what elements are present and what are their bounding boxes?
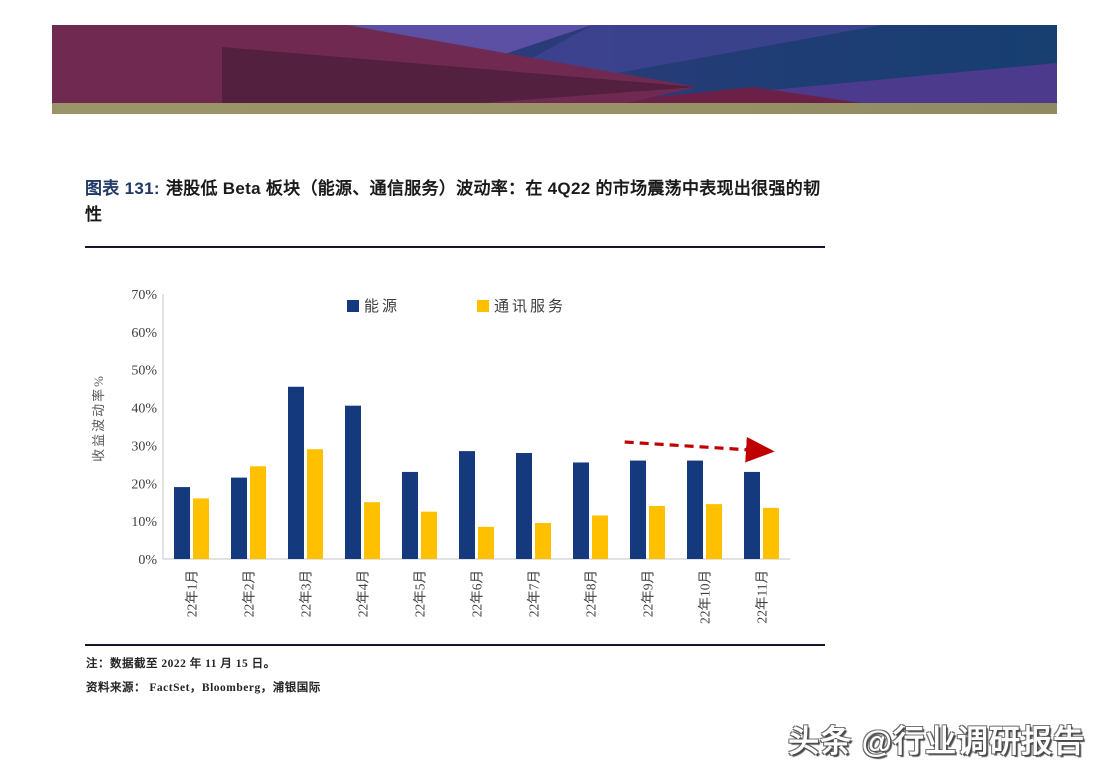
figure-number-label: 图表 131:	[85, 179, 160, 198]
x-tick-label: 22年1月	[185, 570, 200, 617]
y-tick-label: 0%	[138, 553, 157, 568]
title-divider-line	[85, 246, 825, 248]
legend-label-能源: 能源	[364, 298, 400, 315]
y-tick-label: 60%	[131, 326, 157, 341]
x-tick-label: 22年6月	[470, 570, 485, 617]
trend-arrow-annotation	[624, 436, 775, 463]
bar-通讯服务-22年11月	[763, 507, 779, 559]
bar-通讯服务-22年3月	[307, 449, 323, 559]
bar-通讯服务-22年5月	[421, 511, 437, 559]
x-tick-label: 22年10月	[698, 570, 713, 624]
x-tick-label: 22年3月	[299, 570, 314, 617]
bar-通讯服务-22年10月	[706, 504, 722, 559]
y-tick-label: 70%	[131, 288, 157, 303]
x-tick-label: 22年4月	[356, 570, 371, 617]
y-axis-title: 收益波动率%	[91, 374, 106, 462]
figure-title: 图表 131: 港股低 Beta 板块（能源、通信服务）波动率：在 4Q22 的市…	[85, 176, 827, 229]
banner-olive-strip	[52, 103, 1057, 114]
x-tick-label: 22年11月	[755, 570, 770, 624]
banner-graphic	[52, 25, 1057, 103]
data-cutoff-note: 注：数据截至 2022 年 11 月 15 日。	[86, 658, 276, 670]
bar-能源-22年4月	[345, 405, 361, 559]
bar-通讯服务-22年8月	[592, 515, 608, 559]
x-tick-label: 22年5月	[413, 570, 428, 617]
chart-canvas: 0% 10% 20% 30% 40% 50% 60% 70% 收益波动率% 22年1月 22年2月 2…	[91, 288, 790, 624]
y-tick-label: 50%	[131, 364, 157, 379]
figure-title-text: 港股低 Beta 板块（能源、通信服务）波动率：在 4Q22 的市场震荡中表现出…	[85, 179, 821, 225]
legend-swatch-能源	[347, 300, 359, 312]
bar-通讯服务-22年2月	[250, 466, 266, 559]
bar-通讯服务-22年6月	[478, 526, 494, 559]
bar-能源-22年9月	[630, 460, 646, 559]
bar-能源-22年3月	[288, 386, 304, 559]
bar-通讯服务-22年4月	[364, 502, 380, 559]
y-tick-label: 10%	[131, 515, 157, 530]
bar-通讯服务-22年9月	[649, 506, 665, 559]
banner-maroon-sliver	[597, 87, 862, 103]
bar-能源-22年7月	[516, 453, 532, 559]
header-banner-art	[52, 25, 1057, 103]
legend-label-通讯服务: 通讯服务	[494, 298, 566, 315]
notes-divider-line	[85, 644, 825, 646]
bar-通讯服务-22年1月	[193, 498, 209, 559]
watermark-text: 头条 @行业调研报告	[788, 724, 1085, 759]
x-tick-label: 22年7月	[527, 570, 542, 617]
bar-通讯服务-22年7月	[535, 523, 551, 559]
y-tick-label: 20%	[131, 477, 157, 492]
bar-能源-22年5月	[402, 471, 418, 559]
volatility-bar-chart: 0% 10% 20% 30% 40% 50% 60% 70% 收益波动率% 22年1月 22年2月 2…	[85, 278, 825, 645]
x-tick-label: 22年2月	[242, 570, 257, 617]
x-tick-label: 22年9月	[641, 570, 656, 617]
bar-能源-22年11月	[744, 471, 760, 559]
bar-能源-22年1月	[174, 487, 190, 559]
source-note: 资料来源： FactSet，Bloomberg，浦银国际	[86, 682, 321, 694]
bar-能源-22年10月	[687, 460, 703, 559]
banner-dark-maroon-wedge	[222, 47, 697, 103]
x-tick-label: 22年8月	[584, 570, 599, 617]
bar-能源-22年6月	[459, 451, 475, 559]
y-tick-label: 40%	[131, 402, 157, 417]
legend-swatch-通讯服务	[477, 300, 489, 312]
y-tick-label: 30%	[131, 439, 157, 454]
bar-能源-22年2月	[231, 477, 247, 559]
bar-能源-22年8月	[573, 462, 589, 559]
